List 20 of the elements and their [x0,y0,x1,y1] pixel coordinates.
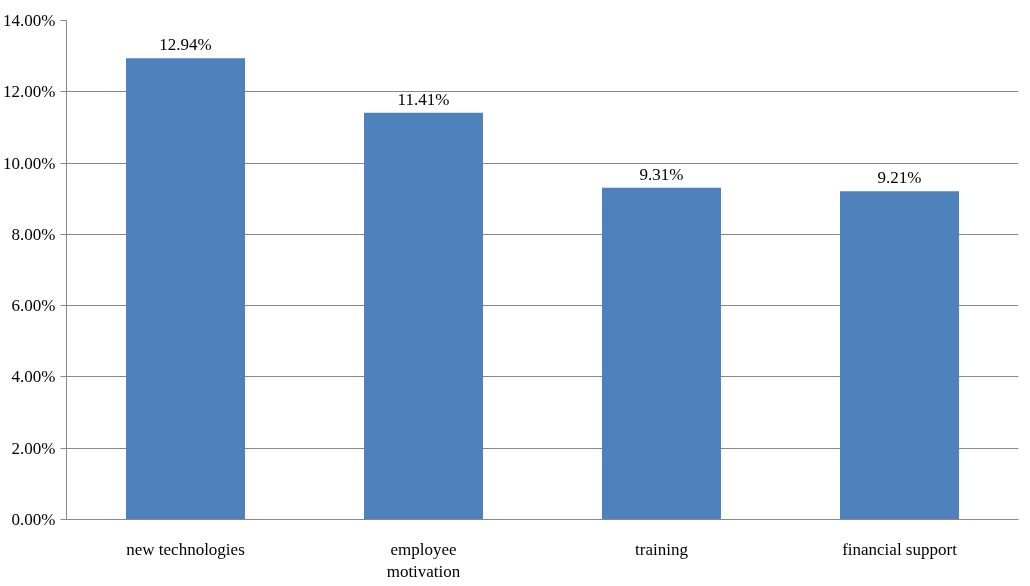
y-tick-label: 14.00% [3,11,56,30]
data-label: 9.21% [877,168,922,188]
x-tick-label: employee motivation [386,539,461,582]
data-label: 11.41% [397,89,450,109]
bar [364,112,483,520]
bar [126,58,245,520]
y-tick-label: 4.00% [11,367,56,387]
y-tick-label: 0.00% [11,510,56,529]
x-tick-label: new technologies [126,539,245,559]
y-tick-label: 2.00% [11,438,56,458]
bar [602,187,721,520]
data-label: 12.94% [159,35,212,55]
y-tick-label: 6.00% [11,296,56,316]
y-tick-label: 10.00% [3,153,56,173]
y-tick-label: 12.00% [3,82,56,102]
x-tick-label: financial support [842,539,958,559]
bar [840,191,959,520]
y-tick-label: 8.00% [11,224,56,244]
x-tick-label: training [635,539,689,559]
data-label: 9.31% [639,164,684,184]
